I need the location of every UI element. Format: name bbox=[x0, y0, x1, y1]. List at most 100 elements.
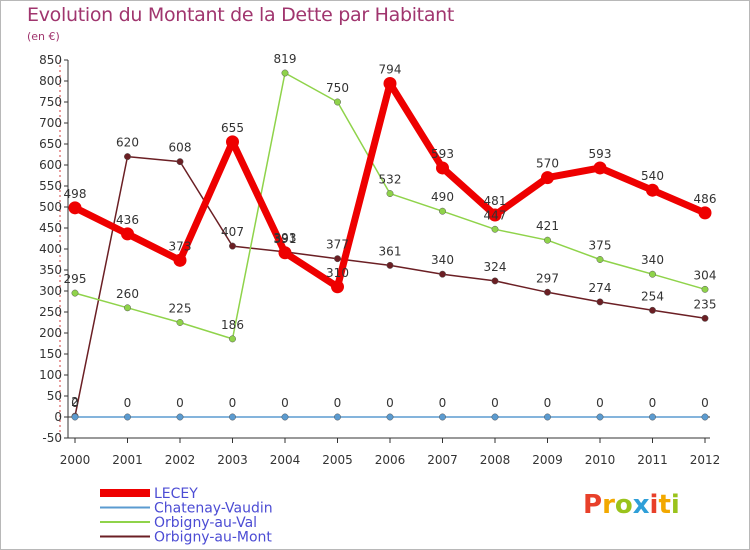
point-orbigny-au-val bbox=[386, 190, 394, 198]
data-label-chatenay-vaudin: 0 bbox=[229, 396, 237, 410]
data-label-chatenay-vaudin: 0 bbox=[71, 396, 79, 410]
point-chatenay-vaudin bbox=[124, 413, 131, 421]
x-tick-label: 2005 bbox=[322, 453, 353, 467]
point-lecey bbox=[646, 183, 659, 197]
point-orbigny-au-val bbox=[649, 270, 656, 278]
data-label-lecey: 373 bbox=[169, 239, 192, 253]
point-lecey bbox=[698, 206, 712, 220]
legend-label-chatenay-vaudin: Chatenay-Vaudin bbox=[154, 501, 273, 517]
data-label-lecey: 486 bbox=[694, 192, 717, 206]
y-tick-label: 500 bbox=[39, 200, 62, 214]
data-label-lecey: 570 bbox=[536, 157, 559, 171]
point-orbigny-au-mont bbox=[649, 306, 656, 314]
point-orbigny-au-mont bbox=[701, 314, 709, 322]
data-label-chatenay-vaudin: 0 bbox=[701, 396, 709, 410]
logo-letter: P bbox=[583, 490, 603, 520]
y-tick-label: 0 bbox=[54, 410, 62, 424]
chart-subtitle: (en €) bbox=[27, 30, 60, 43]
data-label-orbigny-au-mont: 324 bbox=[484, 260, 507, 274]
legend-label-lecey: LECEY bbox=[154, 486, 198, 502]
data-label-orbigny-au-val: 819 bbox=[274, 52, 297, 66]
data-label-orbigny-au-mont: 620 bbox=[116, 136, 139, 150]
point-orbigny-au-val bbox=[596, 256, 604, 263]
data-label-lecey: 593 bbox=[589, 147, 612, 161]
y-tick-label: 450 bbox=[39, 221, 62, 235]
y-tick-label: 550 bbox=[39, 179, 62, 193]
data-label-orbigny-au-mont: 407 bbox=[221, 225, 244, 239]
data-label-orbigny-au-val: 260 bbox=[116, 287, 139, 301]
data-label-orbigny-au-mont: 608 bbox=[169, 141, 192, 155]
x-tick-label: 2003 bbox=[217, 453, 248, 467]
data-label-lecey: 655 bbox=[221, 121, 244, 135]
point-chatenay-vaudin bbox=[544, 413, 551, 421]
data-label-orbigny-au-mont: 274 bbox=[589, 281, 612, 295]
data-label-orbigny-au-val: 375 bbox=[589, 239, 612, 253]
point-orbigny-au-val bbox=[71, 289, 79, 297]
x-tick-label: 2006 bbox=[375, 453, 406, 467]
data-label-orbigny-au-val: 447 bbox=[484, 208, 507, 222]
data-label-orbigny-au-val: 490 bbox=[431, 190, 454, 204]
legend-label-orbigny-au-val: Orbigny-au-Val bbox=[154, 515, 257, 531]
data-label-lecey: 391 bbox=[274, 232, 297, 246]
point-chatenay-vaudin bbox=[281, 413, 289, 421]
point-lecey bbox=[593, 161, 607, 175]
point-orbigny-au-val bbox=[701, 285, 709, 293]
x-tick-label: 2000 bbox=[60, 453, 91, 467]
data-label-orbigny-au-val: 532 bbox=[379, 173, 402, 187]
point-chatenay-vaudin bbox=[71, 413, 79, 421]
legend-label-orbigny-au-mont: Orbigny-au-Mont bbox=[154, 530, 272, 546]
data-label-orbigny-au-val: 421 bbox=[536, 219, 559, 233]
data-label-orbigny-au-mont: 340 bbox=[431, 253, 454, 267]
data-label-orbigny-au-mont: 361 bbox=[379, 244, 402, 258]
point-chatenay-vaudin bbox=[386, 413, 394, 421]
logo-letter: i bbox=[649, 490, 659, 520]
point-chatenay-vaudin bbox=[596, 413, 604, 421]
data-label-orbigny-au-val: 225 bbox=[169, 302, 192, 316]
point-orbigny-au-mont bbox=[176, 158, 184, 166]
data-label-chatenay-vaudin: 0 bbox=[596, 396, 604, 410]
point-lecey bbox=[226, 135, 239, 149]
point-orbigny-au-mont bbox=[596, 298, 604, 306]
point-orbigny-au-val bbox=[334, 98, 341, 106]
point-orbigny-au-mont bbox=[124, 153, 131, 161]
data-label-lecey: 498 bbox=[64, 187, 87, 201]
y-tick-label: 100 bbox=[39, 368, 62, 382]
x-tick-label: 2011 bbox=[637, 453, 668, 467]
x-tick-label: 2002 bbox=[165, 453, 196, 467]
logo-letter: r bbox=[602, 490, 615, 520]
y-tick-label: 150 bbox=[39, 347, 62, 361]
data-label-orbigny-au-mont: 235 bbox=[694, 297, 717, 311]
data-label-orbigny-au-mont: 254 bbox=[641, 289, 664, 303]
data-label-orbigny-au-mont: 2 bbox=[71, 395, 79, 409]
point-lecey bbox=[383, 77, 397, 91]
logo-letter: o bbox=[614, 490, 633, 520]
legend: LECEYChatenay-VaudinOrbigny-au-ValOrbign… bbox=[100, 486, 273, 546]
x-tick-label: 2001 bbox=[112, 453, 143, 467]
x-tick-label: 2004 bbox=[270, 453, 301, 467]
data-label-chatenay-vaudin: 0 bbox=[544, 396, 552, 410]
point-chatenay-vaudin bbox=[176, 413, 184, 421]
point-lecey bbox=[541, 171, 554, 185]
data-label-orbigny-au-mont: 377 bbox=[326, 238, 349, 252]
point-orbigny-au-mont bbox=[491, 277, 499, 285]
y-tick-label: 200 bbox=[39, 326, 62, 340]
data-label-orbigny-au-val: 750 bbox=[326, 81, 349, 95]
data-label-chatenay-vaudin: 0 bbox=[649, 396, 657, 410]
data-label-lecey: 540 bbox=[641, 169, 664, 183]
point-orbigny-au-val bbox=[176, 319, 184, 326]
point-chatenay-vaudin bbox=[701, 413, 709, 421]
data-label-orbigny-au-val: 186 bbox=[221, 318, 244, 332]
point-chatenay-vaudin bbox=[491, 413, 499, 421]
proxiti-logo: Proxiti bbox=[583, 490, 680, 520]
point-orbigny-au-mont bbox=[229, 242, 236, 250]
data-label-lecey: 481 bbox=[484, 194, 507, 208]
point-lecey bbox=[68, 201, 82, 215]
point-lecey bbox=[173, 253, 187, 267]
data-label-chatenay-vaudin: 0 bbox=[439, 396, 447, 410]
y-tick-label: 800 bbox=[39, 74, 62, 88]
data-label-chatenay-vaudin: 0 bbox=[334, 396, 342, 410]
data-label-orbigny-au-val: 304 bbox=[694, 268, 717, 282]
y-tick-label: 700 bbox=[39, 116, 62, 130]
data-label-orbigny-au-mont: 297 bbox=[536, 271, 559, 285]
